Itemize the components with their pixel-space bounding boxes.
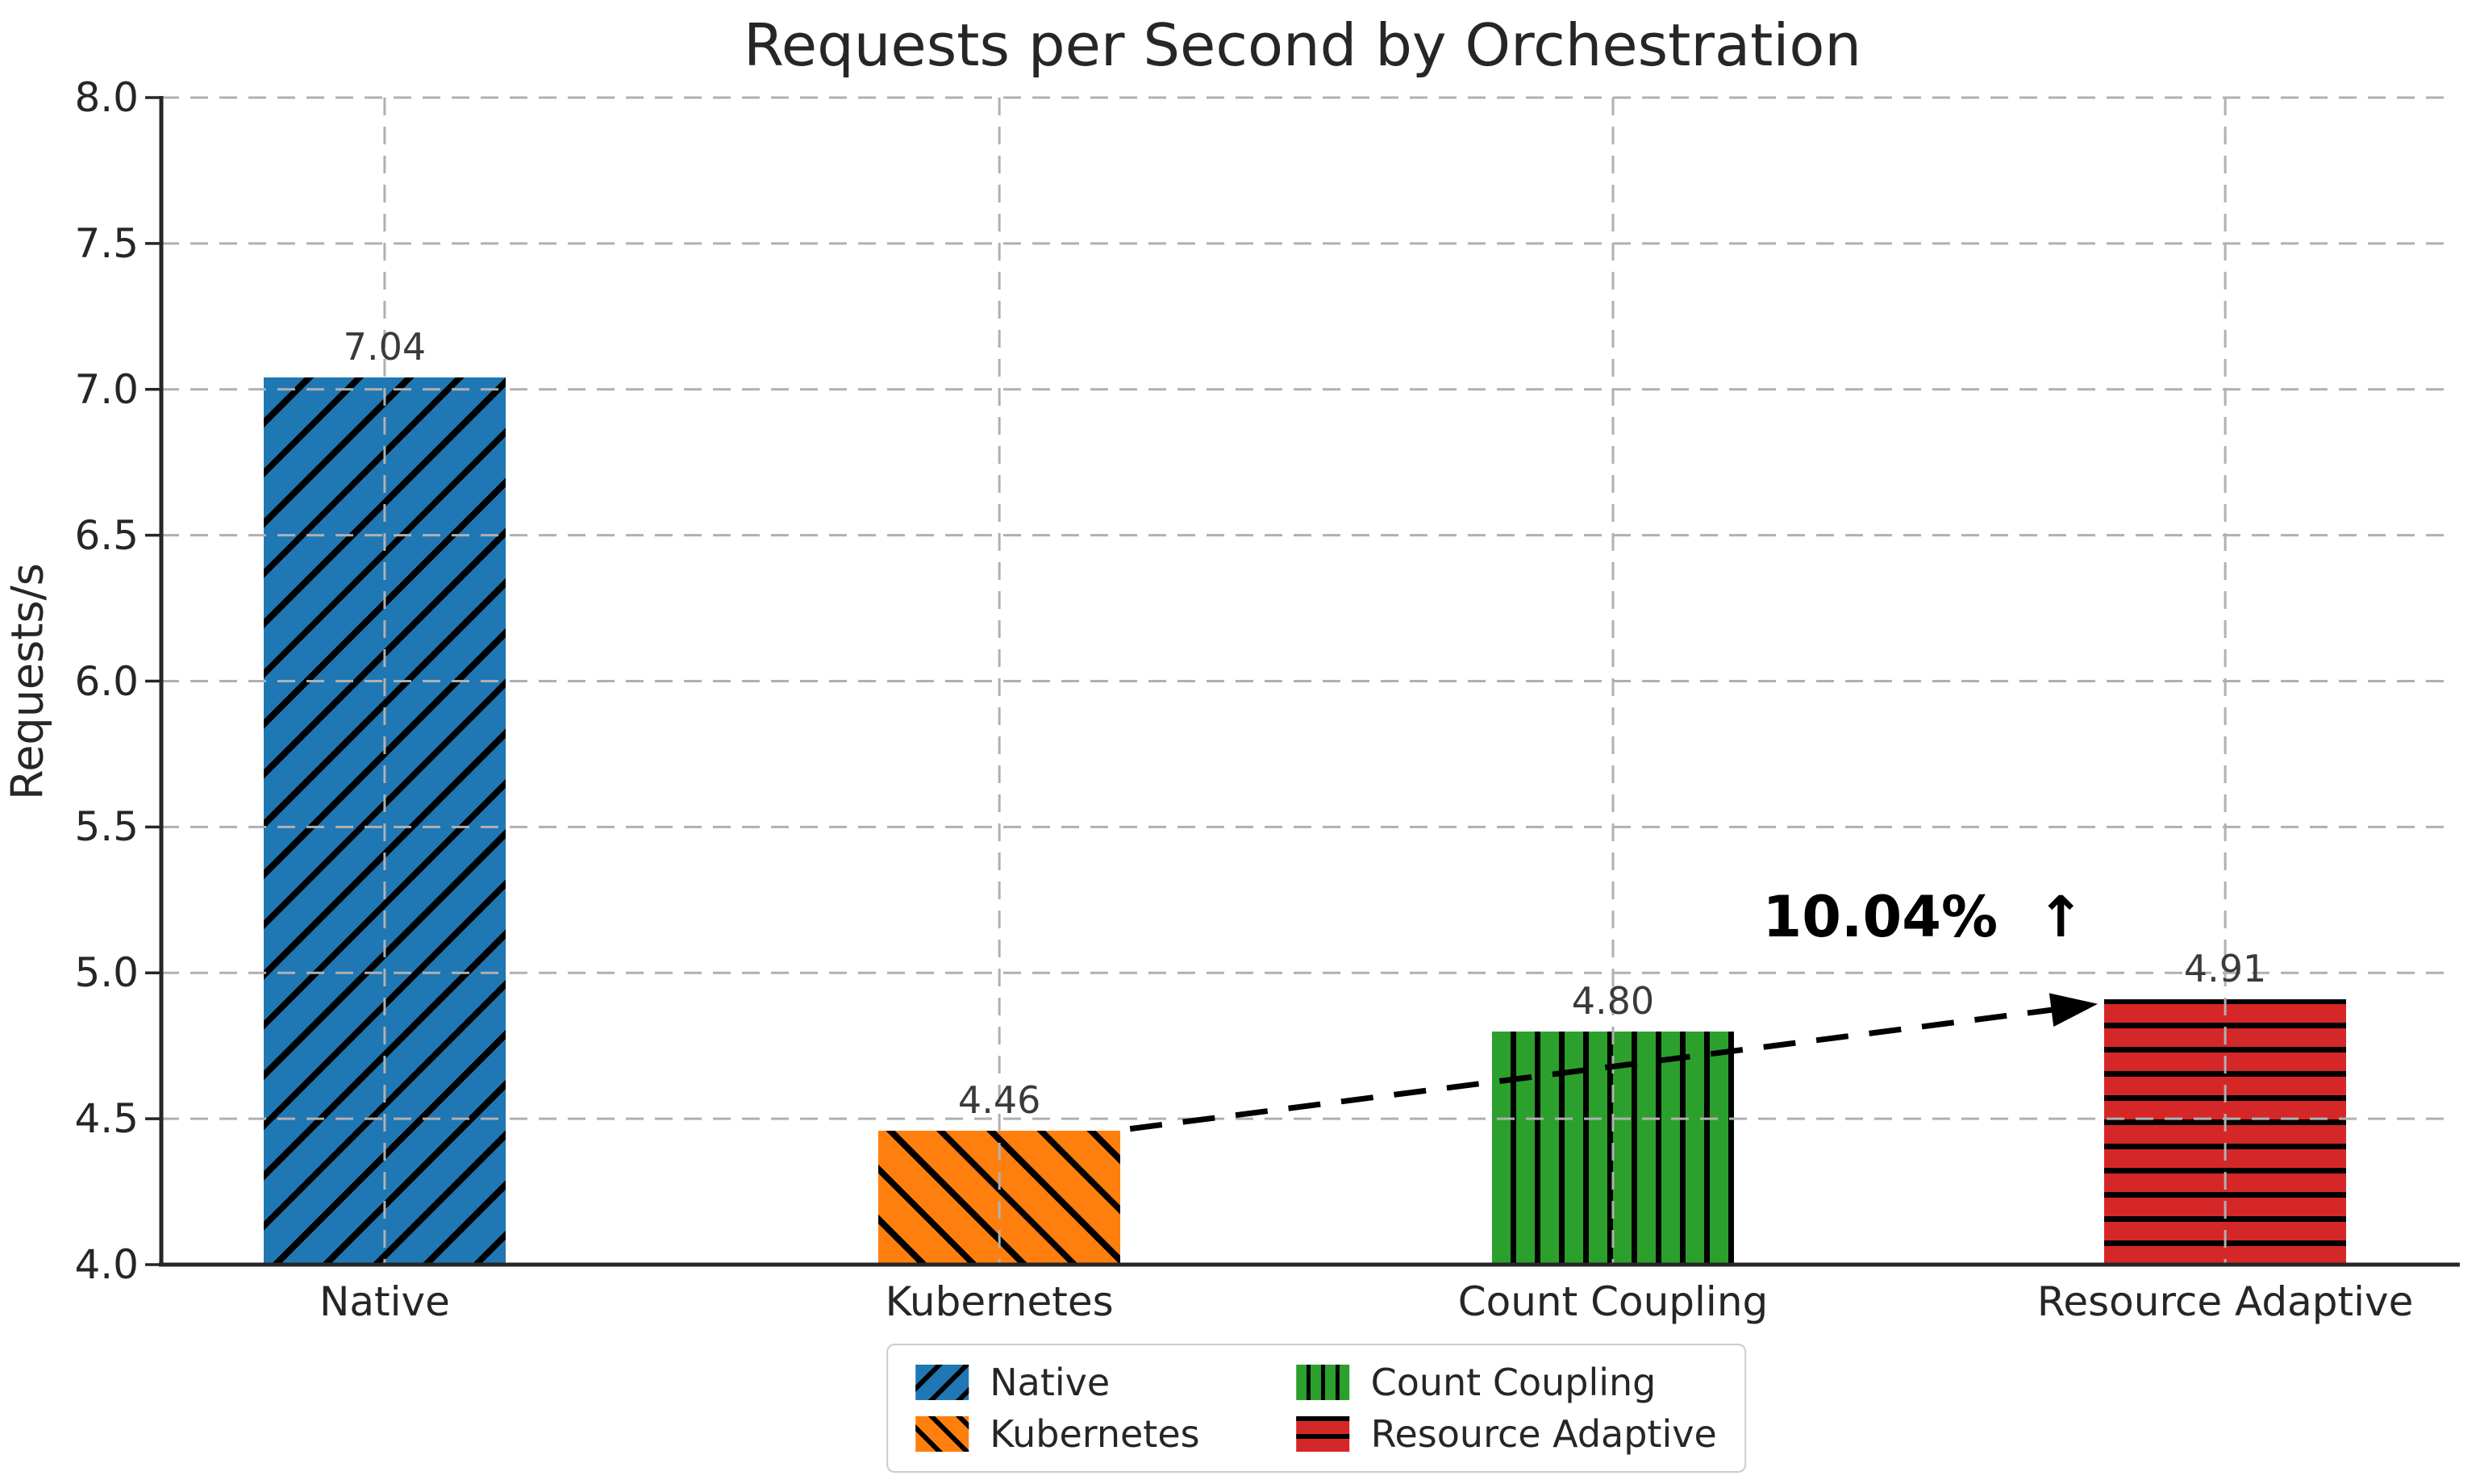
- bar-native: [263, 377, 506, 1265]
- legend-label-resource-adaptive: Resource Adaptive: [1370, 1412, 1717, 1456]
- bar-count-coupling: [1491, 1031, 1734, 1265]
- legend-swatch-kubernetes-icon: [915, 1416, 969, 1452]
- chart-title: Requests per Second by Orchestration: [744, 11, 1861, 79]
- legend-item-count-coupling: Count Coupling: [1296, 1361, 1717, 1404]
- legend-label-count-coupling: Count Coupling: [1370, 1361, 1657, 1404]
- legend-item-native: Native: [915, 1361, 1199, 1403]
- legend-item-resource-adaptive: Resource Adaptive: [1296, 1412, 1717, 1456]
- legend-label-native: Native: [990, 1361, 1111, 1404]
- legend-swatch-native-icon: [915, 1365, 969, 1400]
- legend-swatch-count-coupling-icon: [1296, 1365, 1350, 1400]
- legend: Native Kubernetes Count Coupling Resource A…: [886, 1344, 1746, 1473]
- bar-kubernetes: [878, 1130, 1121, 1265]
- legend-label-kubernetes: Kubernetes: [990, 1412, 1200, 1456]
- legend-swatch-resource-adaptive-icon: [1296, 1416, 1350, 1452]
- bar-resource-adaptive: [2104, 998, 2347, 1265]
- legend-item-kubernetes: Kubernetes: [915, 1412, 1200, 1456]
